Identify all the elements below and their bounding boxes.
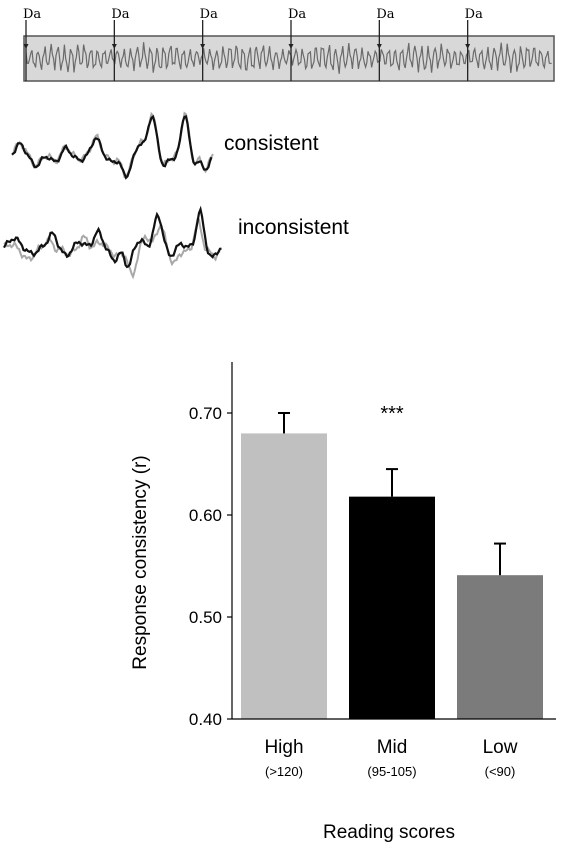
y-tick-label: 0.60 bbox=[189, 506, 222, 525]
bar-mid bbox=[349, 496, 435, 719]
stimulus-marker-label: Da bbox=[200, 7, 218, 22]
bar-low bbox=[457, 575, 543, 719]
stimulus-marker-label: Da bbox=[465, 7, 483, 22]
y-tick-label: 0.50 bbox=[189, 608, 222, 627]
stimulus-marker-label: Da bbox=[376, 7, 394, 22]
stimulus-marker-arrow bbox=[465, 44, 471, 49]
x-tick-sublabel: (>120) bbox=[265, 764, 303, 779]
x-tick-label: High bbox=[264, 737, 303, 758]
y-axis-label: Response consistency (r) bbox=[130, 455, 151, 669]
stimulus-strip: Da Da Da Da Da Da bbox=[23, 7, 555, 82]
x-tick-label: Mid bbox=[377, 737, 408, 758]
inconsistent-trace-black bbox=[3, 205, 222, 269]
y-tick-label: 0.40 bbox=[189, 710, 222, 729]
x-tick-label: Low bbox=[483, 737, 518, 758]
x-tick-sublabel: (<90) bbox=[485, 764, 516, 779]
consistent-trace-black bbox=[11, 114, 213, 180]
significance-annotation: *** bbox=[380, 403, 404, 425]
stimulus-marker-label: Da bbox=[111, 7, 129, 22]
inconsistent-trace-gray bbox=[3, 218, 221, 280]
consistent-label: consistent bbox=[224, 132, 319, 155]
response-traces: consistent inconsistent bbox=[3, 111, 349, 280]
stimulus-marker-label: Da bbox=[288, 7, 306, 22]
stimulus-marker-label: Da bbox=[23, 7, 41, 22]
stimulus-marker-arrow bbox=[111, 44, 117, 49]
stimulus-marker-arrow bbox=[376, 44, 382, 49]
stimulus-waveform bbox=[25, 42, 552, 74]
x-tick-sublabel: (95-105) bbox=[367, 764, 416, 779]
y-tick-label: 0.70 bbox=[189, 404, 222, 423]
inconsistent-label: inconsistent bbox=[238, 216, 349, 239]
stimulus-marker-arrow bbox=[23, 44, 29, 49]
stimulus-marker-arrow bbox=[288, 44, 294, 49]
bar-high bbox=[241, 433, 327, 719]
stimulus-marker-arrow bbox=[200, 44, 206, 49]
bar-chart: 0.40 0.50 0.60 0.70 High (>120) Mid (95-105) Lo… bbox=[130, 362, 556, 843]
stimulus-box bbox=[23, 35, 555, 82]
x-axis-label: Reading scores bbox=[323, 822, 455, 843]
